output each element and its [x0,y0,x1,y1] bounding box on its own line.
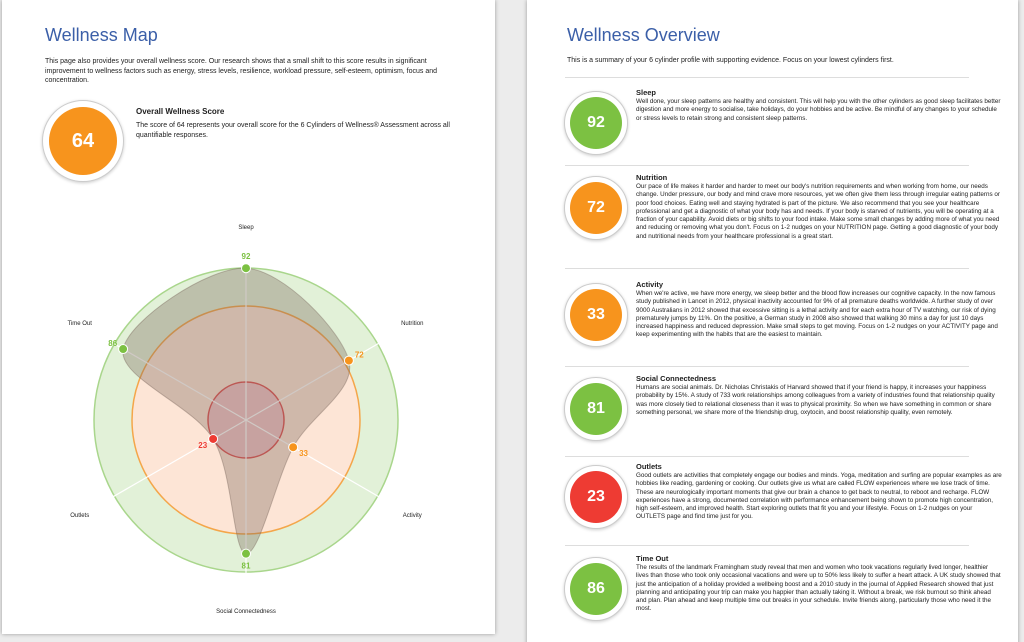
data-label: 72 [355,351,364,360]
data-point [118,344,129,355]
data-point [288,442,299,453]
item-heading: Sleep [636,88,657,97]
score-badge: 92 [570,97,622,149]
separator [565,545,969,546]
item-heading: Social Connectedness [636,374,717,383]
data-point [343,355,354,366]
axis-label: Activity [402,513,422,519]
item-heading: Nutrition [636,173,668,182]
score-badge: 86 [570,563,622,615]
data-point [208,433,219,444]
separator [565,268,969,269]
separator [565,366,969,367]
score-ring: 92 [564,91,628,155]
score-ring: 33 [564,283,628,347]
axis-line [98,419,247,506]
item-text: Well done, your sleep patterns are healt… [636,98,1001,122]
score-ring: 64 [42,100,124,182]
axis-line [245,334,394,421]
score-ring: 81 [564,377,628,441]
radar-chart: 92 72 33 81 23 86 [93,250,399,590]
item-text: Humans are social animals. Dr. Nicholas … [636,384,995,416]
page-title: Wellness Map [45,25,158,45]
item-heading: Activity [636,280,664,289]
score-text: The score of 64 represents your overall … [136,122,450,139]
axis-line [245,419,394,506]
item-heading: Time Out [636,554,669,563]
data-label: 23 [198,441,207,450]
score-ring: 86 [564,557,628,621]
score-ring: 72 [564,176,628,240]
separator [565,165,969,166]
separator [565,77,969,78]
axis-label: Sleep [238,225,254,231]
intro-text: This is a summary of your 6 cylinder pro… [567,57,894,64]
intro-text: This page also provides your overall wel… [45,58,438,85]
data-label: 81 [242,562,251,571]
data-label: 92 [242,252,251,261]
axis-label: Time Out [67,321,92,327]
item-text: Our pace of life makes it harder and har… [636,183,1001,240]
data-label: 86 [108,339,117,348]
score-badge: 81 [570,383,622,435]
data-point [241,263,251,274]
item-text: The results of the landmark Framingham s… [636,564,1001,613]
score-ring: 23 [564,465,628,529]
score-badge: 72 [570,182,622,234]
score-badge: 33 [570,289,622,341]
item-heading: Outlets [636,462,662,471]
axis-label: Nutrition [401,321,424,327]
separator [565,456,969,457]
data-point [241,548,251,559]
score-heading: Overall Wellness Score [136,107,225,116]
score-badge: 23 [570,471,622,523]
item-text: When we're active, we have more energy, … [636,290,998,339]
axis-label: Social Connectedness [216,609,276,615]
axis-label: Outlets [70,513,90,519]
right-page: Wellness Overview This is a summary of y… [527,0,1018,642]
item-text: Good outlets are activities that complet… [636,472,1002,521]
score-badge: 64 [49,107,117,175]
data-label: 33 [299,449,308,458]
page-title: Wellness Overview [567,25,720,45]
